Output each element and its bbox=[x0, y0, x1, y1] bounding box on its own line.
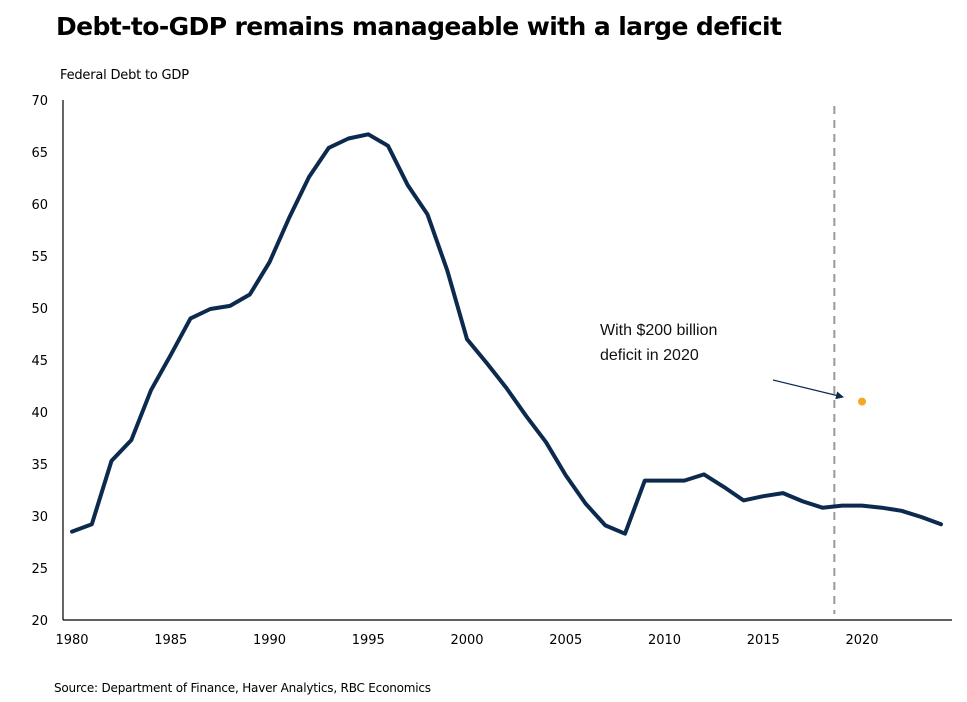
data-point bbox=[327, 146, 331, 150]
y-tick-label: 55 bbox=[31, 250, 48, 265]
data-point bbox=[208, 307, 212, 311]
data-point bbox=[564, 473, 568, 477]
data-point bbox=[445, 269, 449, 273]
chart-title: Debt-to-GDP remains manageable with a la… bbox=[56, 12, 782, 41]
y-axis-ticks: 20 25 30 35 40 45 50 55 60 65 70 bbox=[31, 94, 48, 629]
data-point bbox=[840, 504, 844, 508]
y-axis-label: Federal Debt to GDP bbox=[60, 68, 189, 83]
x-tick-label: 2015 bbox=[747, 633, 780, 648]
data-point bbox=[623, 532, 627, 536]
y-tick-label: 50 bbox=[31, 302, 48, 317]
y-tick-label: 25 bbox=[31, 562, 48, 577]
y-tick-label: 45 bbox=[31, 354, 48, 369]
data-point bbox=[169, 353, 173, 357]
y-tick-label: 70 bbox=[31, 94, 48, 109]
data-point bbox=[919, 515, 923, 519]
y-tick-label: 40 bbox=[31, 406, 48, 421]
x-tick-label: 2010 bbox=[648, 633, 681, 648]
data-point bbox=[228, 304, 232, 308]
data-point bbox=[900, 509, 904, 513]
data-point bbox=[426, 212, 430, 216]
data-point bbox=[307, 175, 311, 179]
data-point bbox=[742, 498, 746, 502]
data-point bbox=[801, 499, 805, 503]
data-point bbox=[722, 485, 726, 489]
data-point bbox=[702, 472, 706, 476]
data-point bbox=[90, 522, 94, 526]
data-point bbox=[524, 414, 528, 418]
data-point bbox=[663, 479, 667, 483]
data-point bbox=[781, 491, 785, 495]
data-point bbox=[386, 144, 390, 148]
y-tick-label: 65 bbox=[31, 146, 48, 161]
annotation-line-2: deficit in 2020 bbox=[600, 347, 699, 364]
y-tick-label: 35 bbox=[31, 458, 48, 473]
data-point bbox=[821, 506, 825, 510]
data-point bbox=[189, 316, 193, 320]
data-point bbox=[149, 388, 153, 392]
debt-to-gdp-line bbox=[70, 132, 943, 536]
data-point bbox=[248, 292, 252, 296]
x-tick-label: 2005 bbox=[549, 633, 582, 648]
data-point bbox=[465, 337, 469, 341]
data-point bbox=[485, 361, 489, 365]
data-point bbox=[347, 136, 351, 140]
data-point bbox=[366, 132, 370, 136]
data-point bbox=[110, 459, 114, 463]
x-tick-label: 2000 bbox=[450, 633, 483, 648]
y-tick-label: 60 bbox=[31, 198, 48, 213]
x-tick-label: 1980 bbox=[55, 633, 88, 648]
data-point bbox=[406, 183, 410, 187]
data-point bbox=[682, 479, 686, 483]
data-point bbox=[761, 494, 765, 498]
data-point bbox=[505, 386, 509, 390]
data-point bbox=[584, 502, 588, 506]
data-point bbox=[544, 440, 548, 444]
series-group bbox=[70, 132, 943, 536]
deficit-scenario-marker bbox=[858, 397, 866, 406]
axes bbox=[62, 100, 952, 621]
annotation-group: With $200 billion deficit in 2020 bbox=[600, 322, 844, 400]
annotation-line-1: With $200 billion bbox=[600, 322, 717, 339]
source-note: Source: Department of Finance, Haver Ana… bbox=[54, 681, 431, 695]
data-point bbox=[129, 438, 133, 442]
data-point bbox=[603, 523, 607, 527]
data-point bbox=[70, 530, 74, 534]
data-point bbox=[939, 522, 943, 526]
x-axis-ticks: 1980 1985 1990 1995 2000 2005 2010 2015 2020 bbox=[55, 633, 878, 648]
data-point bbox=[287, 216, 291, 220]
x-tick-label: 1985 bbox=[154, 633, 187, 648]
x-tick-label: 2020 bbox=[845, 633, 878, 648]
data-point bbox=[880, 506, 884, 510]
x-tick-label: 1995 bbox=[352, 633, 385, 648]
data-point bbox=[643, 479, 647, 483]
data-point bbox=[268, 260, 272, 264]
x-tick-label: 1990 bbox=[253, 633, 286, 648]
y-tick-label: 20 bbox=[31, 614, 48, 629]
annotation-arrow bbox=[772, 379, 844, 400]
y-tick-label: 30 bbox=[31, 510, 48, 525]
data-point bbox=[860, 504, 864, 508]
